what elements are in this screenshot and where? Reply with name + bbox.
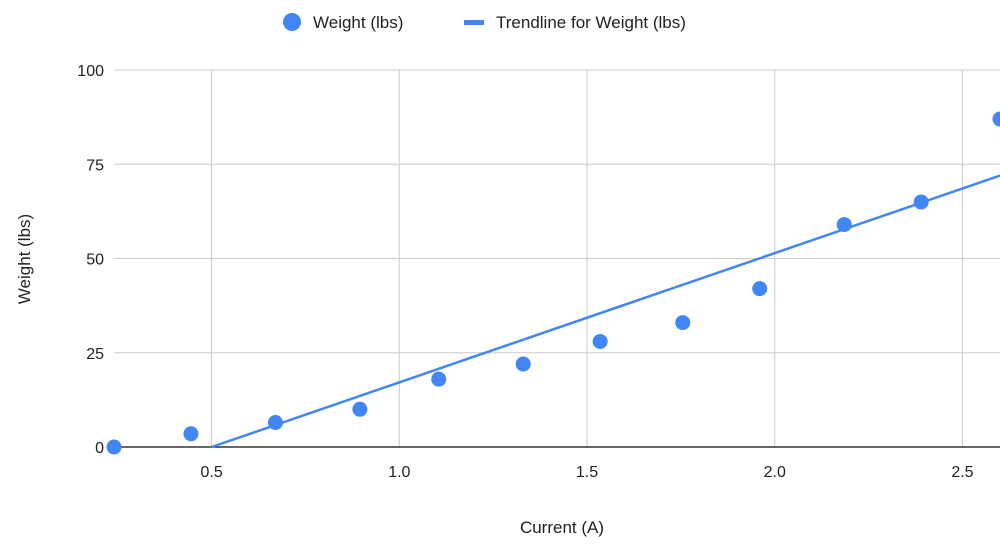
legend-marker-trendline (464, 20, 484, 25)
axes: 0 25 50 75 100 0.5 1.0 1.5 2.0 2.5 (77, 63, 1000, 481)
x-tick-label: 1.0 (388, 464, 410, 481)
legend-marker-weight (283, 13, 301, 31)
y-axis-title: Weight (lbs) (15, 214, 34, 304)
grid (114, 70, 1000, 447)
legend-label-weight: Weight (lbs) (313, 13, 403, 32)
data-point (183, 426, 198, 441)
y-tick-label: 25 (86, 346, 104, 363)
y-tick-label: 75 (86, 157, 104, 174)
data-point (268, 415, 283, 430)
y-tick-label: 100 (77, 63, 104, 80)
x-tick-label: 2.0 (764, 464, 786, 481)
legend: Weight (lbs) Trendline for Weight (lbs) (283, 13, 686, 32)
y-tick-label: 50 (86, 252, 104, 269)
data-point (675, 315, 690, 330)
data-point (593, 334, 608, 349)
trendline (212, 176, 1000, 447)
x-axis-title: Current (A) (520, 518, 604, 537)
data-point (752, 281, 767, 296)
data-point (107, 440, 122, 455)
data-point (837, 217, 852, 232)
data-point (993, 112, 1000, 127)
x-tick-label: 0.5 (200, 464, 222, 481)
data-point (914, 194, 929, 209)
legend-label-trendline: Trendline for Weight (lbs) (496, 13, 686, 32)
trendline-layer (212, 176, 1000, 447)
x-tick-label: 2.5 (951, 464, 973, 481)
points-layer (107, 112, 1000, 455)
data-point (431, 372, 446, 387)
y-tick-label: 0 (95, 440, 104, 457)
data-point (352, 402, 367, 417)
data-point (516, 357, 531, 372)
x-tick-label: 1.5 (576, 464, 598, 481)
